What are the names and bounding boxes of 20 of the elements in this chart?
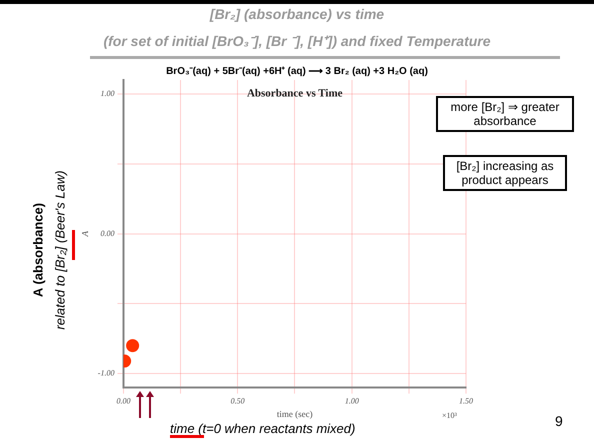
text: [Br₂] (absorbance) vs time <box>208 6 386 22</box>
x-tick-label: 0.00 <box>116 396 130 406</box>
y-tick-label: -1.00 <box>98 368 114 378</box>
x-tick-label: 1.00 <box>344 396 359 406</box>
annotation: [Br₂] increasing as product appears <box>443 155 567 191</box>
annotation: more [Br₂] ⇒ greater absorbance <box>436 96 574 132</box>
x-tick-label: 1.50 <box>459 396 473 406</box>
x-axis-title: time (sec) <box>276 408 313 419</box>
text: related to [Br₂] (Beer's Law) <box>52 170 68 330</box>
text: time (t=0 when reactants mixed) <box>170 421 356 436</box>
y-axis-title: A <box>80 230 90 238</box>
y-tick-label: 1.00 <box>100 89 114 98</box>
text: 9 <box>555 413 563 429</box>
text: (for set of initial [BrO₃⁻], [Br ⁻], [H⁺]) and fixed Temperature <box>102 32 492 50</box>
text: Absorbance vs Time <box>246 87 343 100</box>
text: BrO₃⁻(aq) + 5Br⁻(aq) +6H⁺ (aq) ⟶ 3 Br₂ (aq) +3 H₂O (aq) <box>165 65 429 77</box>
text: A (absorbance) <box>30 202 46 298</box>
y-tick-label: 0.00 <box>100 228 114 238</box>
text: ×10³ <box>442 411 457 420</box>
x-tick-label: 0.50 <box>230 396 245 406</box>
